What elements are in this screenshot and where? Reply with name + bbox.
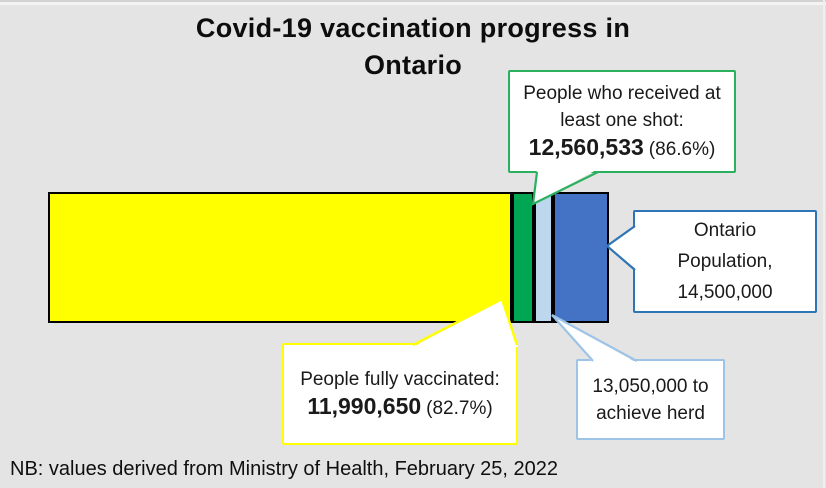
callout-fully-line1: People fully vaccinated: <box>300 369 500 390</box>
bar-segment-herd-threshold <box>534 192 553 323</box>
callout-herd-threshold: 13,050,000 to achieve herd <box>576 359 725 440</box>
callout-population-line3: 14,500,000 <box>677 282 773 303</box>
top-edge-highlight <box>0 2 826 5</box>
callout-one-shot-line2: least one shot: <box>560 110 684 131</box>
bar-segment-fully-vaccinated <box>48 192 512 323</box>
callout-population-line1: Ontario <box>693 220 757 241</box>
bar-segment-population <box>553 192 609 323</box>
chart-title-line2: Ontario <box>363 50 463 80</box>
fully-vaccinated-percent: (82.7%) <box>426 398 493 419</box>
callout-fully-vaccinated: People fully vaccinated: 11,990,650 (82.… <box>282 343 518 445</box>
callout-herd-line1: 13,050,000 to <box>592 375 709 397</box>
callout-one-shot-line1: People who received at <box>523 83 721 104</box>
chart-title: Covid-19 vaccination progress in Ontario <box>0 10 826 84</box>
bar-segment-one-shot <box>512 192 534 323</box>
top-edge-line <box>0 0 826 2</box>
one-shot-value: 12,560,533 <box>528 134 644 160</box>
callout-one-shot-value-line: 12,560,533 (86.6%) <box>529 134 716 163</box>
source-note: NB: values derived from Ministry of Heal… <box>10 458 559 480</box>
callout-one-shot: People who received at least one shot: 1… <box>508 70 736 173</box>
callout-population: Ontario Population, 14,500,000 <box>633 210 817 313</box>
stacked-bar <box>48 192 609 323</box>
callout-population-line2: Population, <box>677 251 773 272</box>
callout-herd-line2: achieve herd <box>596 402 705 424</box>
callout-tail-population <box>605 225 636 271</box>
callout-fully-value-line: 11,990,650 (82.7%) <box>307 393 492 422</box>
right-edge-line <box>823 0 825 488</box>
one-shot-percent: (86.6%) <box>648 139 716 160</box>
fully-vaccinated-value: 11,990,650 <box>307 393 422 419</box>
chart-title-line1: Covid-19 vaccination progress in <box>195 13 631 43</box>
